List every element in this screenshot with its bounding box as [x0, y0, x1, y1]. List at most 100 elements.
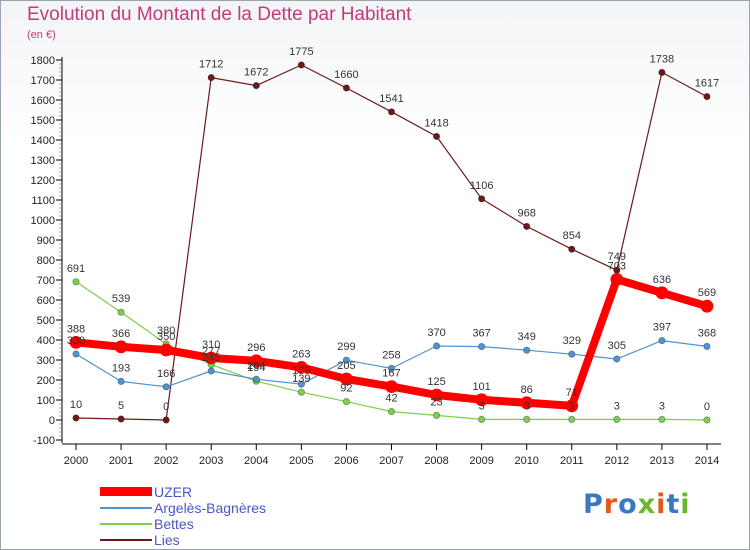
series-point-3	[703, 93, 711, 101]
series-point-2	[658, 415, 666, 423]
series-point-1	[613, 355, 621, 363]
series-point-1	[478, 342, 486, 351]
series-point-0	[475, 393, 489, 407]
data-label-2: 23	[430, 396, 442, 408]
x-tick-label: 2009	[469, 455, 493, 467]
series-point-3	[478, 195, 486, 203]
series-point-3	[72, 414, 80, 422]
y-tick-label: 200	[37, 375, 55, 387]
series-point-3	[523, 222, 531, 230]
logo-letter: t	[666, 489, 681, 520]
data-label-3: 1712	[199, 59, 223, 71]
series-point-1	[252, 375, 260, 383]
data-label-2: 3	[659, 400, 665, 412]
series-point-2	[387, 407, 396, 416]
series-point-0	[114, 340, 128, 354]
y-tick-label: 1000	[31, 215, 55, 227]
series-point-3	[207, 74, 215, 82]
data-label-0: 703	[608, 260, 626, 272]
data-label-2: 539	[112, 293, 130, 305]
series-point-0	[520, 396, 534, 410]
data-label-2: 691	[67, 263, 85, 275]
data-label-1: 258	[382, 349, 400, 361]
y-tick-label: 1200	[31, 175, 55, 187]
series-point-2	[117, 308, 125, 316]
series-point-0	[204, 351, 218, 365]
data-label-1: 245	[202, 352, 220, 364]
logo-letter: o	[618, 489, 638, 520]
series-point-0	[69, 335, 83, 349]
y-tick-label: 900	[37, 235, 55, 247]
legend-label: Lies	[154, 532, 180, 548]
series-point-3	[342, 84, 351, 92]
x-tick-label: 2014	[695, 455, 719, 467]
legend-label: Bettes	[154, 516, 194, 532]
x-tick-label: 2008	[424, 455, 448, 467]
series-point-1	[342, 356, 351, 364]
y-tick-label: 1700	[31, 75, 55, 87]
data-label-1: 179	[292, 365, 310, 377]
data-label-3: 1738	[650, 53, 674, 65]
x-tick-label: 2001	[109, 455, 133, 467]
series-point-3	[297, 61, 305, 69]
data-label-3: 0	[163, 401, 169, 413]
logo-letter: i	[656, 489, 667, 520]
data-label-3: 1775	[289, 46, 313, 58]
series-point-2	[297, 388, 305, 396]
proxiti-logo: Proxiti	[583, 489, 691, 520]
legend-label: Argelès-Bagnères	[154, 500, 267, 516]
data-label-0: 310	[202, 339, 220, 351]
data-label-3: 1672	[244, 67, 268, 79]
x-tick-label: 2000	[64, 455, 88, 467]
data-label-0: 167	[382, 368, 400, 380]
series-point-2	[523, 415, 531, 423]
series-point-0	[565, 399, 579, 413]
series-point-3	[162, 416, 170, 424]
series-point-0	[294, 360, 308, 374]
series-point-0	[655, 286, 669, 300]
data-label-1: 204	[247, 360, 265, 372]
y-tick-label: 1800	[31, 55, 55, 67]
data-label-0: 86	[521, 384, 533, 396]
data-label-0: 636	[653, 274, 671, 286]
legend-label: UZER	[154, 484, 193, 500]
legend-swatch	[100, 539, 152, 541]
x-tick-label: 2002	[154, 455, 178, 467]
y-tick-label: 1400	[31, 135, 55, 147]
series-point-3	[432, 132, 441, 140]
data-label-2: 0	[704, 401, 710, 413]
series-point-2	[72, 278, 80, 286]
data-label-2: 277	[202, 346, 220, 358]
x-tick-label: 2011	[560, 455, 584, 467]
data-label-0: 388	[67, 323, 85, 335]
y-tick-label: 500	[37, 315, 55, 327]
series-point-0	[159, 343, 173, 357]
x-tick-label: 2003	[199, 455, 223, 467]
data-label-2: 3	[479, 400, 485, 412]
data-label-3: 749	[608, 251, 626, 263]
data-label-2: 139	[292, 373, 310, 385]
data-label-3: 1541	[379, 93, 403, 105]
series-point-3	[658, 68, 666, 77]
data-label-2: 380	[157, 325, 175, 337]
axes: -100010020030040050060070080090010001100…	[31, 55, 721, 467]
data-label-2: 3	[614, 400, 620, 412]
y-tick-label: 0	[49, 415, 55, 427]
data-label-0: 71	[566, 387, 578, 399]
data-label-2: 194	[247, 362, 265, 374]
series-point-1	[162, 383, 170, 391]
series-point-1	[568, 350, 576, 358]
series-point-0	[249, 354, 263, 368]
series-point-1	[297, 380, 305, 388]
data-label-0: 125	[427, 376, 445, 388]
logo-letter: x	[637, 489, 657, 520]
series-point-3	[252, 82, 260, 90]
series-point-1	[72, 350, 80, 358]
data-label-3: 10	[70, 399, 82, 411]
series-point-2	[432, 411, 441, 419]
data-label-1: 193	[112, 362, 130, 374]
series-point-0	[340, 372, 353, 386]
series-point-1	[387, 364, 396, 372]
data-label-0: 366	[112, 328, 130, 340]
